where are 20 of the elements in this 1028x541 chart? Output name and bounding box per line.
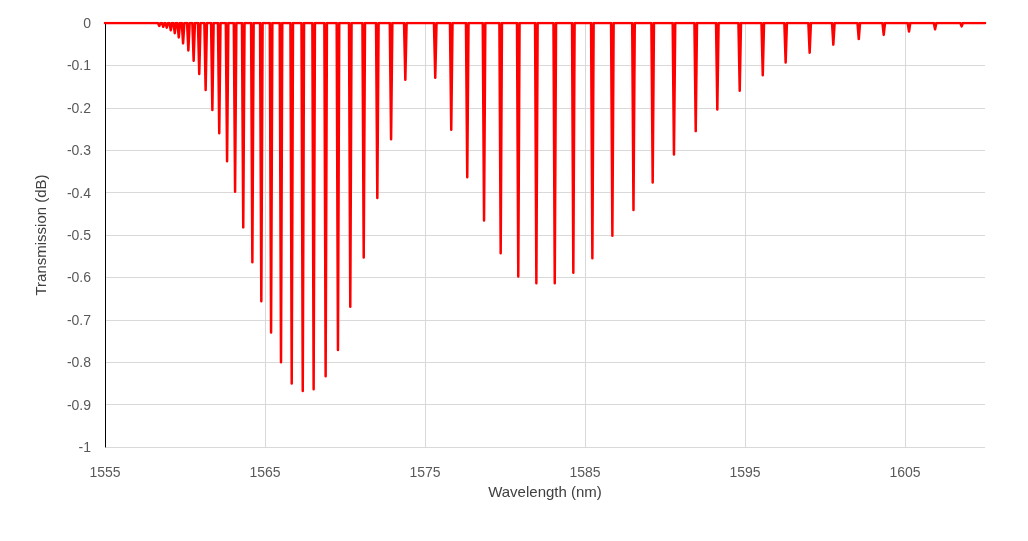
y-tick-label: -0.1	[66, 57, 92, 74]
x-tick-label: 1555	[89, 464, 121, 480]
y-axis-title: Transmission (dB)	[32, 174, 49, 296]
y-tick-label: -0.3	[66, 142, 92, 159]
x-axis-title: Wavelength (nm)	[488, 482, 602, 500]
x-tick-label: 1605	[889, 464, 921, 480]
y-tick-label: -0.9	[66, 396, 92, 413]
y-tick-label: -0.4	[66, 184, 92, 201]
x-tick-label: 1575	[409, 464, 441, 480]
x-tick-label: 1565	[249, 464, 281, 480]
y-tick-label: -0.6	[66, 269, 92, 286]
x-tick-label: 1595	[729, 464, 761, 480]
x-tick-label: 1585	[569, 464, 601, 480]
y-tick-label: 0	[83, 15, 92, 31]
line-series	[103, 21, 987, 393]
y-tick-label: -0.7	[66, 311, 92, 328]
y-tick-label: -0.2	[66, 99, 92, 116]
y-tick-label: -0.8	[66, 354, 92, 371]
y-tick-label: -0.5	[66, 227, 92, 243]
y-tick-label: -1	[78, 439, 92, 455]
